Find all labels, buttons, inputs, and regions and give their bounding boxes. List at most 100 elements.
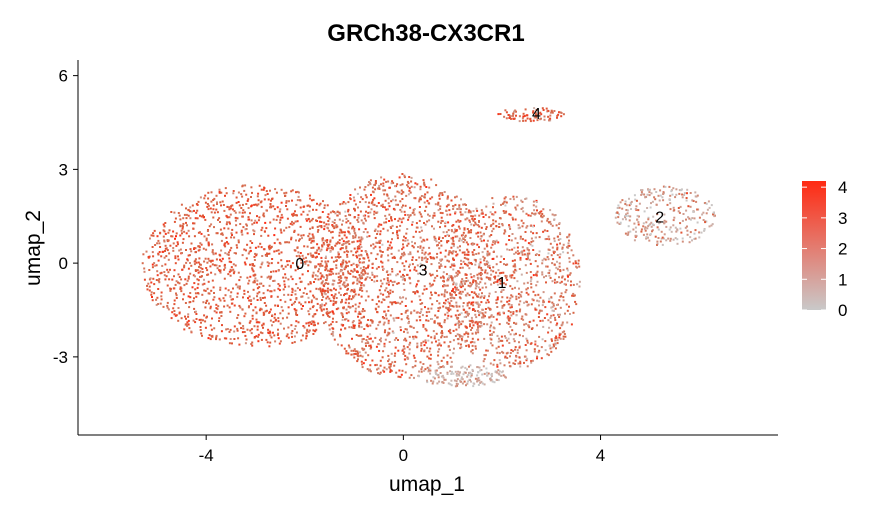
cell-point — [320, 248, 323, 251]
cell-point — [426, 238, 429, 241]
cell-point — [386, 334, 389, 337]
cell-point — [320, 292, 323, 295]
cell-point — [360, 236, 363, 239]
cell-point — [494, 281, 497, 284]
cell-point — [647, 225, 650, 228]
cell-point — [343, 231, 346, 234]
cell-point — [506, 321, 509, 324]
cell-point — [479, 281, 482, 284]
cell-point — [413, 309, 416, 312]
cell-point — [361, 340, 364, 343]
cell-point — [403, 265, 406, 268]
cell-point — [499, 282, 502, 285]
cell-point — [340, 301, 342, 304]
cell-point — [508, 331, 510, 334]
cell-point — [552, 258, 555, 261]
cell-point — [483, 337, 486, 340]
cell-point — [647, 189, 650, 192]
cell-point — [492, 206, 494, 209]
cell-point — [387, 202, 390, 205]
cell-point — [416, 342, 419, 345]
cell-point — [474, 260, 477, 263]
cell-point — [478, 246, 480, 249]
cell-point — [433, 320, 436, 323]
cell-point — [425, 186, 428, 188]
cell-point — [437, 307, 440, 310]
cell-point — [305, 335, 308, 338]
cell-point — [392, 301, 395, 304]
cell-point — [187, 229, 190, 232]
cell-point — [327, 213, 330, 216]
cell-point — [504, 355, 507, 358]
cell-point — [433, 257, 436, 260]
cell-point — [271, 314, 274, 317]
cell-point — [180, 290, 183, 293]
cell-point — [456, 374, 459, 377]
cell-point — [265, 304, 268, 307]
cell-point — [661, 243, 664, 246]
cell-point — [180, 278, 183, 281]
cell-point — [471, 251, 474, 254]
cell-point — [415, 269, 418, 272]
cell-point — [192, 227, 195, 230]
cell-point — [292, 222, 295, 225]
cell-point — [290, 294, 293, 296]
cell-point — [458, 206, 461, 209]
cell-point — [557, 113, 560, 116]
cell-point — [567, 275, 569, 278]
cell-point — [409, 251, 412, 254]
cell-point — [437, 201, 440, 204]
cell-point — [264, 221, 267, 224]
cell-point — [402, 353, 405, 355]
cell-point — [617, 204, 620, 207]
cell-point — [515, 355, 518, 358]
cell-point — [260, 282, 263, 285]
cell-point — [494, 291, 497, 293]
cell-point — [463, 333, 466, 336]
cell-point — [155, 298, 158, 301]
cell-point — [508, 249, 511, 251]
cell-point — [546, 353, 549, 356]
cell-point — [526, 281, 529, 284]
cell-point — [360, 326, 363, 329]
cell-point — [362, 338, 365, 340]
cell-point — [464, 294, 467, 297]
cell-point — [689, 192, 692, 194]
cell-point — [382, 205, 384, 208]
cell-point — [331, 332, 334, 335]
cell-point — [439, 226, 441, 229]
cell-point — [557, 227, 560, 230]
cell-point — [172, 247, 175, 249]
cell-point — [473, 242, 476, 245]
cell-point — [329, 268, 332, 271]
cell-point — [341, 223, 343, 226]
cell-point — [454, 235, 457, 238]
cell-point — [333, 287, 335, 290]
cell-point — [215, 338, 217, 341]
cell-point — [365, 344, 367, 347]
cell-point — [629, 201, 632, 204]
cell-point — [429, 347, 432, 350]
cell-point — [383, 342, 386, 345]
cell-point — [491, 243, 494, 246]
cell-point — [253, 221, 256, 224]
cell-point — [466, 302, 469, 305]
cell-point — [168, 252, 171, 255]
cell-point — [218, 297, 221, 300]
cell-point — [419, 361, 422, 364]
cell-point — [344, 260, 347, 263]
cell-point — [215, 307, 218, 310]
cell-point — [653, 196, 656, 199]
cell-point — [295, 297, 298, 300]
cell-point — [509, 306, 512, 309]
cell-point — [278, 210, 281, 213]
cell-point — [289, 222, 292, 225]
cell-point — [308, 220, 311, 223]
cell-point — [187, 209, 190, 212]
cell-point — [472, 281, 475, 284]
cell-point — [287, 326, 290, 329]
cell-point — [159, 232, 162, 235]
cell-point — [157, 303, 160, 305]
cell-point — [467, 258, 470, 261]
cell-point — [427, 370, 430, 373]
